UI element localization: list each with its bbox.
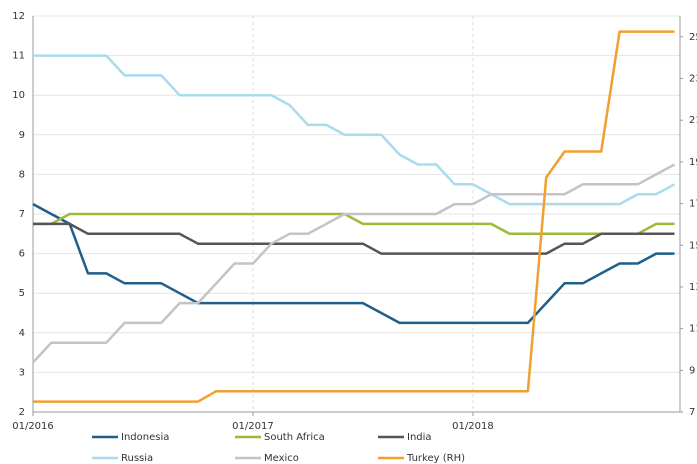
y-tick-label: 7 bbox=[19, 209, 25, 220]
y-tick-label: 12 bbox=[12, 11, 25, 22]
series-line bbox=[33, 30, 675, 403]
y-tick-label: 3 bbox=[19, 367, 25, 378]
y-tick-label: 4 bbox=[19, 328, 25, 339]
legend-label: Russia bbox=[121, 453, 153, 464]
series-line bbox=[33, 212, 675, 236]
legend-label: Mexico bbox=[264, 453, 299, 464]
y-tick-label: 10 bbox=[12, 90, 25, 101]
y-tick-label: 6 bbox=[19, 249, 25, 260]
y2-tick-label: 9 bbox=[689, 365, 695, 376]
x-tick-label: 01/2017 bbox=[232, 421, 274, 432]
series-line bbox=[32, 163, 676, 364]
y2-tick-label: 19 bbox=[689, 157, 697, 168]
y2-tick-label: 21 bbox=[689, 115, 697, 126]
y-tick-label: 2 bbox=[19, 407, 25, 418]
y-tick-label: 8 bbox=[19, 169, 25, 180]
y-tick-label: 9 bbox=[19, 130, 25, 141]
y2-tick-label: 17 bbox=[689, 199, 697, 210]
x-tick-label: 01/2016 bbox=[12, 421, 54, 432]
y2-tick-label: 25 bbox=[689, 32, 697, 43]
y2-tick-label: 13 bbox=[689, 282, 697, 293]
y2-tick-label: 15 bbox=[689, 240, 697, 251]
x-tick-label: 01/2018 bbox=[452, 421, 494, 432]
y2-tick-label: 7 bbox=[689, 407, 695, 418]
legend-label: South Africa bbox=[264, 432, 325, 443]
y2-tick-label: 11 bbox=[689, 324, 697, 335]
y2-tick-label: 23 bbox=[689, 74, 697, 85]
series-line bbox=[33, 222, 675, 255]
series-line bbox=[32, 203, 675, 325]
legend-label: Indonesia bbox=[121, 432, 169, 443]
y-tick-label: 5 bbox=[19, 288, 25, 299]
series-line bbox=[33, 54, 676, 206]
y-tick-label: 11 bbox=[12, 51, 25, 62]
legend-label: Turkey (RH) bbox=[406, 453, 465, 464]
legend-label: India bbox=[407, 432, 432, 443]
